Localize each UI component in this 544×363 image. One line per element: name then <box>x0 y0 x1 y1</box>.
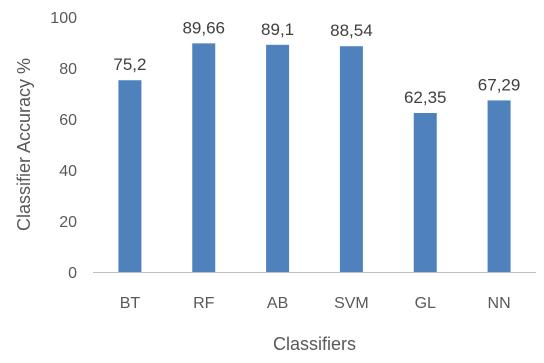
x-tick-label-nn: NN <box>488 295 511 312</box>
y-tick-label: 0 <box>68 265 77 282</box>
data-label-bt: 75,2 <box>113 55 146 74</box>
x-tick-label-bt: BT <box>120 295 141 312</box>
data-labels: 75,2 89,66 89,1 88,54 62,35 67,29 <box>113 18 520 107</box>
y-axis-ticks: 0 20 40 60 80 100 <box>50 10 77 282</box>
x-tick-label-ab: AB <box>267 295 288 312</box>
data-label-nn: 67,29 <box>478 75 521 94</box>
data-label-ab: 89,1 <box>261 20 294 39</box>
bar-ab <box>266 44 290 272</box>
data-label-rf: 89,66 <box>182 18 225 37</box>
x-axis-title: Classifiers <box>273 334 356 354</box>
y-axis-title: Classifier Accuracy % <box>14 58 34 231</box>
x-tick-label-gl: GL <box>415 295 436 312</box>
bars <box>118 43 511 273</box>
x-axis-ticks: BT RF AB SVM GL NN <box>120 295 511 312</box>
bar-nn <box>487 100 511 273</box>
y-tick-label: 40 <box>59 163 77 180</box>
y-tick-label: 20 <box>59 214 77 231</box>
y-tick-label: 80 <box>59 61 77 78</box>
y-tick-label: 60 <box>59 112 77 129</box>
x-tick-label-rf: RF <box>193 295 215 312</box>
bar-gl <box>413 113 437 272</box>
data-label-svm: 88,54 <box>330 21 373 40</box>
y-tick-label: 100 <box>50 10 77 27</box>
data-label-gl: 62,35 <box>404 88 447 107</box>
bar-svm <box>339 46 363 273</box>
bar-rf <box>192 43 216 272</box>
x-tick-label-svm: SVM <box>334 295 369 312</box>
bar-bt <box>118 80 142 273</box>
